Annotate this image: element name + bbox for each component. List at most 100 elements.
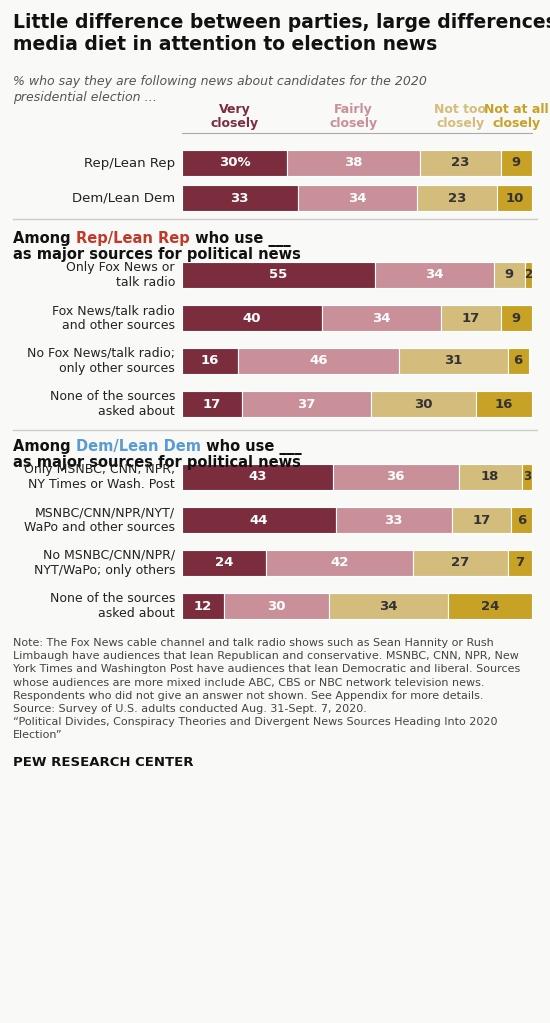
Text: 23: 23 bbox=[451, 157, 470, 170]
Text: 9: 9 bbox=[512, 311, 521, 324]
Text: 27: 27 bbox=[451, 557, 469, 570]
Text: 31: 31 bbox=[444, 355, 463, 367]
Bar bbox=[336, 507, 452, 533]
Bar bbox=[322, 305, 441, 331]
Bar bbox=[399, 348, 508, 374]
Bar bbox=[420, 150, 500, 176]
Text: 23: 23 bbox=[448, 191, 466, 205]
Bar bbox=[329, 593, 448, 619]
Text: 37: 37 bbox=[297, 398, 316, 410]
Text: 30: 30 bbox=[267, 599, 286, 613]
Text: 36: 36 bbox=[386, 471, 405, 484]
Text: 38: 38 bbox=[344, 157, 363, 170]
Text: MSNBC/CNN/NPR/NYT/
WaPo and other sources: MSNBC/CNN/NPR/NYT/ WaPo and other source… bbox=[24, 506, 175, 534]
Text: 18: 18 bbox=[481, 471, 499, 484]
Text: 6: 6 bbox=[517, 514, 526, 527]
Text: Note: The Fox News cable channel and talk radio shows such as Sean Hannity or Ru: Note: The Fox News cable channel and tal… bbox=[13, 638, 520, 741]
Bar bbox=[298, 185, 416, 211]
Text: Only Fox News or
talk radio: Only Fox News or talk radio bbox=[67, 261, 175, 290]
Text: No Fox News/talk radio;
only other sources: No Fox News/talk radio; only other sourc… bbox=[27, 347, 175, 375]
Text: Very
closely: Very closely bbox=[211, 103, 258, 130]
Text: 24: 24 bbox=[215, 557, 233, 570]
Text: 12: 12 bbox=[194, 599, 212, 613]
Bar bbox=[508, 348, 529, 374]
Text: Not too
closely: Not too closely bbox=[434, 103, 486, 130]
Text: Fox News/talk radio
and other sources: Fox News/talk radio and other sources bbox=[52, 304, 175, 332]
Text: 33: 33 bbox=[230, 191, 249, 205]
Bar bbox=[333, 464, 459, 490]
Text: 30%: 30% bbox=[219, 157, 250, 170]
Bar bbox=[413, 550, 508, 576]
Text: 9: 9 bbox=[512, 157, 521, 170]
Text: 17: 17 bbox=[472, 514, 491, 527]
Text: 34: 34 bbox=[372, 311, 390, 324]
Bar bbox=[241, 391, 371, 417]
Text: 3: 3 bbox=[522, 471, 531, 484]
Text: PEW RESEARCH CENTER: PEW RESEARCH CENTER bbox=[13, 756, 194, 769]
Bar bbox=[508, 550, 532, 576]
Text: 44: 44 bbox=[250, 514, 268, 527]
Bar bbox=[182, 185, 298, 211]
Bar bbox=[287, 150, 420, 176]
Text: Little difference between parties, large differences by
media diet in attention : Little difference between parties, large… bbox=[13, 13, 550, 54]
Text: who use ___: who use ___ bbox=[201, 439, 301, 455]
Text: Dem/Lean Dem: Dem/Lean Dem bbox=[72, 191, 175, 205]
Bar bbox=[459, 464, 521, 490]
Text: 7: 7 bbox=[515, 557, 524, 570]
Text: who use ___: who use ___ bbox=[190, 231, 290, 247]
Text: 34: 34 bbox=[379, 599, 398, 613]
Text: 10: 10 bbox=[505, 191, 524, 205]
Text: Not at all
closely: Not at all closely bbox=[484, 103, 548, 130]
Text: 2: 2 bbox=[525, 268, 532, 281]
Bar bbox=[441, 305, 500, 331]
Text: 34: 34 bbox=[348, 191, 366, 205]
Text: Only MSNBC, CNN, NPR,
NY Times or Wash. Post: Only MSNBC, CNN, NPR, NY Times or Wash. … bbox=[24, 463, 175, 491]
Text: 16: 16 bbox=[201, 355, 219, 367]
Bar bbox=[182, 262, 375, 288]
Bar bbox=[511, 507, 532, 533]
Text: % who say they are following news about candidates for the 2020
presidential ele: % who say they are following news about … bbox=[13, 75, 427, 104]
Text: 17: 17 bbox=[461, 311, 480, 324]
Bar bbox=[493, 262, 525, 288]
Bar bbox=[375, 262, 493, 288]
Bar bbox=[448, 593, 532, 619]
Bar bbox=[521, 464, 532, 490]
Bar bbox=[224, 593, 329, 619]
Bar bbox=[416, 185, 497, 211]
Bar bbox=[182, 150, 287, 176]
Bar bbox=[182, 391, 241, 417]
Bar bbox=[525, 262, 532, 288]
Bar bbox=[266, 550, 413, 576]
Text: No MSNBC/CNN/NPR/
NYT/WaPo; only others: No MSNBC/CNN/NPR/ NYT/WaPo; only others bbox=[34, 549, 175, 577]
Text: Fairly
closely: Fairly closely bbox=[329, 103, 377, 130]
Bar bbox=[500, 305, 532, 331]
Text: Dem/Lean Dem: Dem/Lean Dem bbox=[76, 439, 201, 454]
Text: None of the sources
asked about: None of the sources asked about bbox=[50, 390, 175, 418]
Text: 46: 46 bbox=[309, 355, 328, 367]
Text: None of the sources
asked about: None of the sources asked about bbox=[50, 592, 175, 620]
Text: 16: 16 bbox=[495, 398, 513, 410]
Text: Among: Among bbox=[13, 231, 76, 246]
Bar bbox=[182, 348, 238, 374]
Text: 24: 24 bbox=[481, 599, 499, 613]
Text: 42: 42 bbox=[331, 557, 349, 570]
Bar bbox=[182, 305, 322, 331]
Text: as major sources for political news: as major sources for political news bbox=[13, 247, 301, 262]
Bar bbox=[182, 507, 336, 533]
Text: Rep/Lean Rep: Rep/Lean Rep bbox=[76, 231, 190, 246]
Bar bbox=[182, 464, 333, 490]
Text: 6: 6 bbox=[513, 355, 522, 367]
Bar bbox=[238, 348, 399, 374]
Text: 55: 55 bbox=[269, 268, 287, 281]
Text: 17: 17 bbox=[202, 398, 221, 410]
Text: 34: 34 bbox=[425, 268, 443, 281]
Text: 9: 9 bbox=[505, 268, 514, 281]
Text: 30: 30 bbox=[414, 398, 433, 410]
Text: 43: 43 bbox=[248, 471, 267, 484]
Text: as major sources for political news: as major sources for political news bbox=[13, 455, 301, 470]
Bar bbox=[476, 391, 532, 417]
Bar bbox=[371, 391, 476, 417]
Bar bbox=[182, 593, 224, 619]
Text: Among: Among bbox=[13, 439, 76, 454]
Bar bbox=[497, 185, 532, 211]
